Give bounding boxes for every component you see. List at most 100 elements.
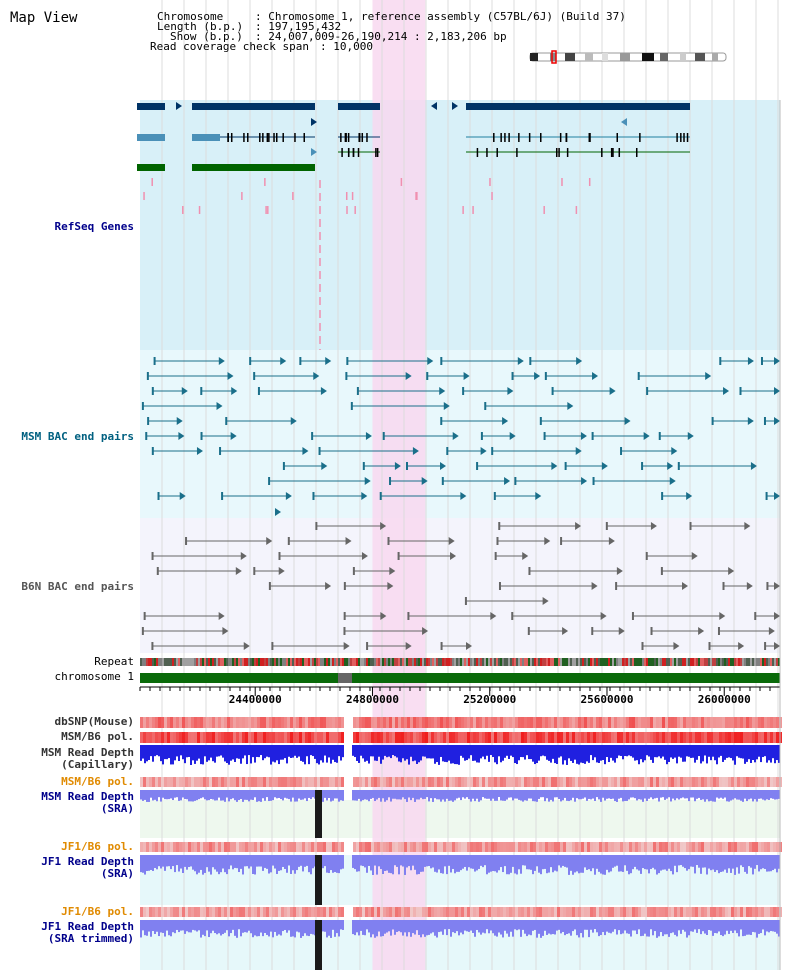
depth-bar [632, 920, 634, 931]
msm-bac-label[interactable]: MSM BAC end pairs [21, 430, 134, 443]
depth-bar [744, 790, 746, 799]
depth-bar [698, 920, 700, 930]
depth-bar [236, 920, 238, 938]
depth-bar [342, 790, 344, 801]
polymorphism-cell [728, 842, 731, 852]
depth-bar [718, 745, 720, 758]
depth-bar [310, 790, 312, 800]
depth-bar [590, 855, 592, 872]
gene-arrow [311, 148, 317, 156]
depth-bar [516, 790, 518, 799]
repeat-mark [238, 658, 240, 666]
depth-bar [668, 855, 670, 869]
depth-bar [482, 745, 484, 757]
depth-bar [566, 920, 568, 934]
depth-bar [654, 790, 656, 799]
depth-bar [560, 855, 562, 868]
polymorphism-cell [470, 907, 473, 917]
depth-bar [546, 855, 548, 874]
repeat-mark [206, 658, 208, 666]
repeat-mark [734, 658, 736, 666]
depth-bar [404, 920, 406, 933]
depth-bar [184, 920, 186, 934]
depth-bar [738, 745, 740, 758]
gene-exon [243, 133, 245, 142]
depth-bar [232, 855, 234, 870]
polymorphism-cell [374, 717, 377, 728]
msm-b6-pol-label[interactable]: MSM/B6 pol. [61, 730, 134, 743]
depth-bar [550, 745, 552, 763]
gene-exon [493, 133, 495, 142]
msm-read-depth-cap-label[interactable]: MSM Read Depth [41, 746, 134, 759]
depth-bar [620, 855, 622, 872]
polymorphism-cell [149, 732, 152, 743]
polymorphism-cell [752, 777, 755, 787]
repeat-mark [690, 658, 692, 666]
depth-bar [218, 745, 220, 757]
polymorphism-cell [152, 777, 155, 787]
polymorphism-cell [149, 717, 152, 728]
polymorphism-cell [191, 842, 194, 852]
polymorphism-cell [611, 717, 614, 728]
msm-read-depth-sra-label[interactable]: MSM Read Depth [41, 790, 134, 803]
depth-bar [600, 855, 602, 874]
depth-bar [616, 790, 618, 802]
depth-bar [404, 855, 406, 875]
depth-bar [560, 920, 562, 934]
depth-bar [340, 745, 342, 761]
bac-end-arrow [580, 432, 587, 440]
bac-end-arrow [581, 477, 588, 485]
bac-end [765, 492, 768, 500]
ideogram-band [680, 53, 686, 61]
depth-bar [380, 855, 382, 870]
depth-bar [490, 855, 492, 872]
depth-bar [622, 745, 624, 760]
polymorphism-cell [683, 842, 686, 852]
depth-bar [624, 920, 626, 931]
refseq-label[interactable]: RefSeq Genes [54, 220, 134, 233]
bac-end [397, 552, 400, 560]
polymorphism-cell [143, 842, 146, 852]
polymorphism-cell [704, 842, 707, 852]
depth-bar [740, 855, 742, 866]
polymorphism-cell [740, 732, 743, 743]
depth-bar [618, 745, 620, 756]
polymorphism-cell [143, 777, 146, 787]
jf1-b6-pol-2-label[interactable]: JF1/B6 pol. [61, 905, 134, 918]
jf1-b6-pol-label[interactable]: JF1/B6 pol. [61, 840, 134, 853]
dbsnp-label[interactable]: dbSNP(Mouse) [54, 715, 134, 728]
polymorphism-cell [464, 907, 467, 917]
repeat-mark [326, 658, 328, 666]
repeat-mark [366, 658, 368, 666]
repeat-mark [188, 658, 190, 666]
polymorphism-cell [734, 717, 737, 728]
depth-bar [264, 745, 266, 759]
depth-bar [716, 745, 718, 765]
polymorphism-cell [506, 717, 509, 728]
gene-exon [618, 148, 621, 157]
polymorphism-cell [416, 717, 419, 728]
jf1-read-depth-trim-label[interactable]: JF1 Read Depth [41, 920, 134, 933]
bac-end-arrow [551, 462, 558, 470]
depth-bar [760, 920, 762, 934]
depth-bar [462, 790, 464, 798]
depth-bar [308, 855, 310, 873]
depth-bar [490, 790, 492, 801]
depth-bar [338, 790, 340, 802]
depth-bar [410, 855, 412, 871]
b6n-bac-label[interactable]: B6N BAC end pairs [21, 580, 134, 593]
polymorphism-cell [332, 907, 335, 917]
polymorphism-cell [668, 777, 671, 787]
depth-bar [238, 920, 240, 930]
depth-bar [370, 855, 372, 871]
repeat-mark [252, 658, 254, 666]
depth-bar [640, 855, 642, 874]
jf1-read-depth-sra-label[interactable]: JF1 Read Depth [41, 855, 134, 868]
bac-end-arrow [460, 492, 467, 500]
depth-bar [632, 790, 634, 798]
bac-end-arrow [667, 462, 674, 470]
polymorphism-cell [671, 777, 674, 787]
msm-b6-pol-2-label[interactable]: MSM/B6 pol. [61, 775, 134, 788]
repeat-mark [392, 658, 394, 666]
